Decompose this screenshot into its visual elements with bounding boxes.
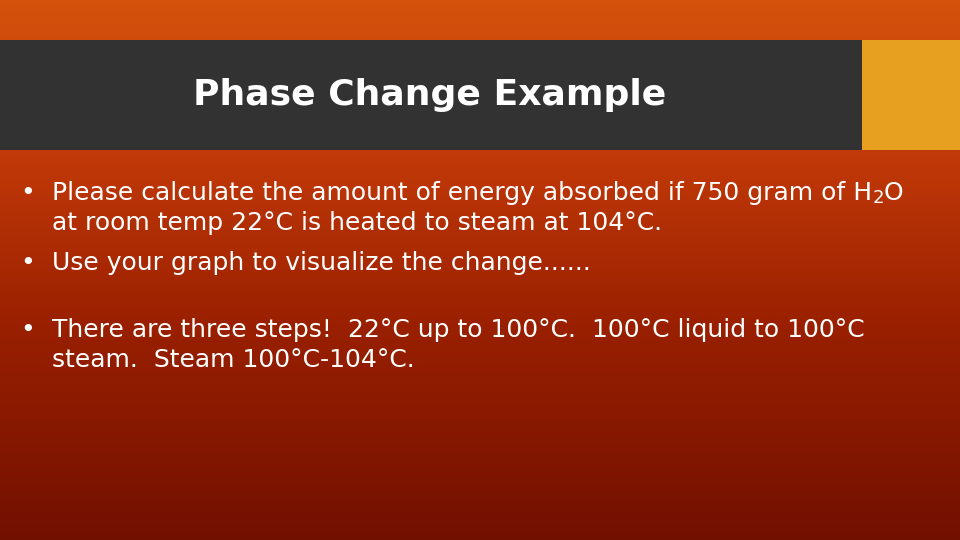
Text: •: • — [20, 251, 36, 275]
Text: Use your graph to visualize the change......: Use your graph to visualize the change..… — [52, 251, 590, 275]
Text: 2: 2 — [872, 189, 883, 207]
Text: O: O — [883, 181, 903, 205]
Text: •: • — [20, 181, 36, 205]
Bar — [862, 40, 960, 150]
Text: steam.  Steam 100°C-104°C.: steam. Steam 100°C-104°C. — [52, 348, 415, 372]
Text: at room temp 22°C is heated to steam at 104°C.: at room temp 22°C is heated to steam at … — [52, 211, 662, 235]
Bar — [0, 40, 862, 150]
Text: •: • — [20, 318, 36, 342]
Text: Please calculate the amount of energy absorbed if 750 gram of H: Please calculate the amount of energy ab… — [52, 181, 872, 205]
Text: Phase Change Example: Phase Change Example — [193, 78, 666, 112]
Text: There are three steps!  22°C up to 100°C.  100°C liquid to 100°C: There are three steps! 22°C up to 100°C.… — [52, 318, 865, 342]
